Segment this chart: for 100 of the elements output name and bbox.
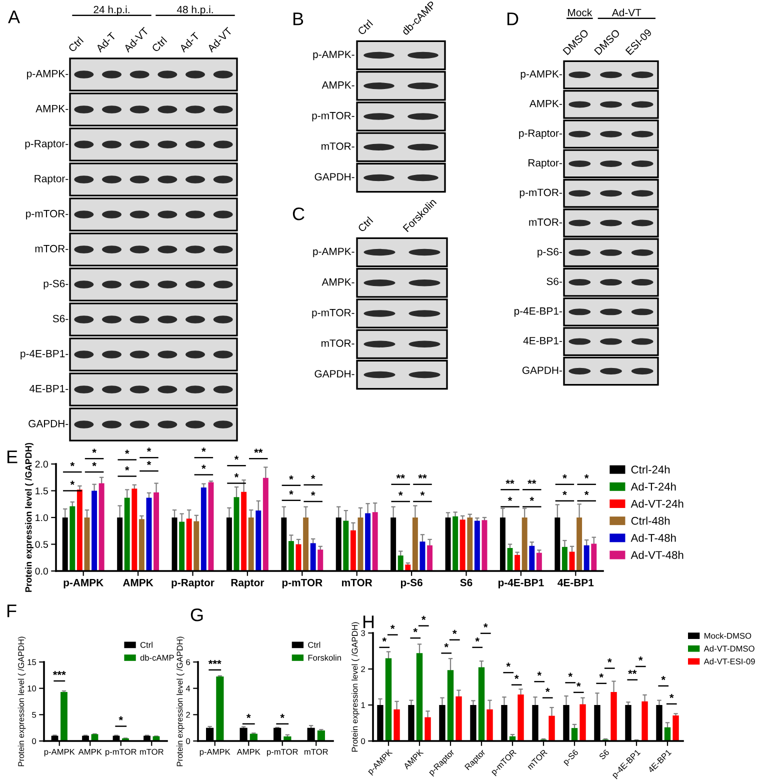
text: B bbox=[293, 12, 304, 26]
text: * bbox=[390, 624, 395, 629]
chart-title: G bbox=[190, 608, 203, 622]
annotation: * bbox=[568, 672, 573, 677]
legend-label: Ctrl bbox=[308, 642, 320, 648]
text: Mock bbox=[568, 8, 592, 16]
legend-label: Forskolin bbox=[308, 654, 341, 661]
x-tick-label: p-mTOR bbox=[282, 578, 322, 588]
y-tick-label: 4 bbox=[186, 686, 190, 692]
y-tick-label: 15 bbox=[28, 659, 36, 666]
x-tick-label: AMPK bbox=[78, 748, 102, 755]
category-label: Raptor- bbox=[34, 175, 68, 184]
annotation: * bbox=[452, 630, 457, 634]
category-label: p-Raptor- bbox=[25, 140, 68, 150]
text: * bbox=[484, 623, 488, 628]
text: * bbox=[146, 448, 152, 452]
annotation: ** bbox=[528, 480, 536, 484]
category-label: AMPK- bbox=[36, 105, 68, 112]
y-axis-title: Protein expression level ( /GAPDH) bbox=[176, 636, 184, 766]
category-label: S6- bbox=[546, 278, 562, 286]
text: * bbox=[202, 448, 206, 452]
x-tick-label: S6 bbox=[598, 749, 610, 760]
annotation: * bbox=[584, 490, 589, 496]
annotation: * bbox=[475, 637, 480, 642]
x-tick-label: p-AMPK bbox=[64, 579, 104, 588]
legend-label: Ad-VT-48h bbox=[630, 550, 684, 559]
annotation: * bbox=[670, 694, 674, 698]
annotation: * bbox=[599, 673, 604, 678]
y-tick-label: 3 bbox=[361, 630, 365, 636]
legend-label: Ad-VT-24h bbox=[630, 500, 684, 508]
annotation: * bbox=[280, 714, 285, 718]
annotation: * bbox=[608, 658, 612, 662]
category-label: 4E-BP1- bbox=[523, 337, 562, 344]
category-label: mTOR- bbox=[35, 244, 68, 252]
legend-label: Ctrl-24h bbox=[631, 465, 670, 474]
category-label: p-S6- bbox=[538, 248, 562, 258]
annotation: ** bbox=[418, 474, 427, 479]
category-label: p-4E-BP1- bbox=[514, 307, 562, 317]
category-label: mTOR- bbox=[322, 142, 354, 150]
category-label: Ctrl bbox=[357, 216, 374, 232]
text: * bbox=[422, 616, 426, 620]
chart-title: F bbox=[7, 604, 16, 618]
category-label: mTOR- bbox=[529, 218, 562, 226]
category-label: AMPK- bbox=[529, 100, 562, 108]
category-label: Raptor- bbox=[528, 159, 562, 169]
x-tick-label: p-4E-BP1 bbox=[498, 579, 544, 588]
legend-label: Ctrl-48h bbox=[631, 516, 670, 525]
text: * bbox=[92, 448, 96, 453]
annotation: * bbox=[124, 466, 130, 470]
category-label: p-4E-BP1- bbox=[20, 350, 68, 360]
annotation: * bbox=[310, 492, 316, 496]
annotation: * bbox=[638, 656, 643, 661]
text: * bbox=[124, 450, 130, 454]
x-tick-label: Raptor bbox=[231, 579, 264, 588]
y-tick-label: 2 bbox=[361, 666, 365, 672]
annotation: * bbox=[234, 473, 239, 478]
annotation: *** bbox=[208, 660, 222, 664]
y-tick-label: 5 bbox=[32, 712, 36, 718]
annotation: * bbox=[562, 474, 567, 479]
annotation: * bbox=[289, 475, 294, 480]
category-label: GAPDH- bbox=[28, 420, 68, 428]
x-tick-label: AMPK bbox=[122, 579, 154, 586]
annotation: * bbox=[146, 461, 152, 466]
y-axis-title: Protein expression level ( /GAPDH) bbox=[352, 622, 360, 752]
annotation: * bbox=[382, 637, 387, 642]
text: * bbox=[234, 456, 239, 460]
annotation: * bbox=[444, 643, 449, 648]
text: C bbox=[292, 207, 304, 220]
category-label: AMPK- bbox=[322, 81, 354, 89]
x-tick-label: p-mTOR bbox=[267, 748, 298, 756]
x-tick-label: p-AMPK bbox=[44, 748, 75, 756]
category-label: p-AMPK- bbox=[313, 50, 354, 60]
category-label: Ctrl bbox=[151, 36, 168, 52]
legend-label: Ad-VT-ESI-09 bbox=[704, 658, 755, 664]
annotation: ** bbox=[628, 670, 637, 674]
annotation: * bbox=[546, 688, 550, 692]
category-label: p-S6- bbox=[44, 280, 68, 290]
chart-title: H bbox=[363, 616, 374, 628]
category-label: S6- bbox=[52, 314, 68, 322]
category-label: GAPDH- bbox=[522, 366, 562, 374]
annotation: * bbox=[202, 464, 206, 469]
x-tick-label: p-mTOR bbox=[106, 748, 136, 756]
category-label: 4E-BP1- bbox=[29, 385, 68, 392]
legend-label: db-cAMP bbox=[140, 654, 174, 661]
category-label: GAPDH- bbox=[314, 370, 354, 378]
y-tick-label: 0 bbox=[32, 738, 36, 744]
y-axis-title: Protein expression level ( /GAPDH) bbox=[25, 442, 34, 592]
x-tick-label: S6 bbox=[460, 578, 472, 586]
category-label: AMPK- bbox=[322, 278, 354, 286]
x-tick-label: AMPK bbox=[236, 748, 260, 755]
y-tick-label: 1 bbox=[361, 702, 365, 708]
annotation: * bbox=[661, 676, 666, 680]
x-tick-label: mTOR bbox=[140, 748, 164, 755]
category-label: p-Raptor- bbox=[519, 130, 562, 139]
text: Ad-VT bbox=[612, 8, 642, 16]
text: 48 h.p.i. bbox=[176, 6, 213, 16]
annotation: * bbox=[70, 480, 75, 485]
annotation: ** bbox=[506, 480, 514, 484]
x-tick-label: mTOR bbox=[342, 578, 372, 586]
category-label: p-AMPK- bbox=[313, 248, 354, 258]
